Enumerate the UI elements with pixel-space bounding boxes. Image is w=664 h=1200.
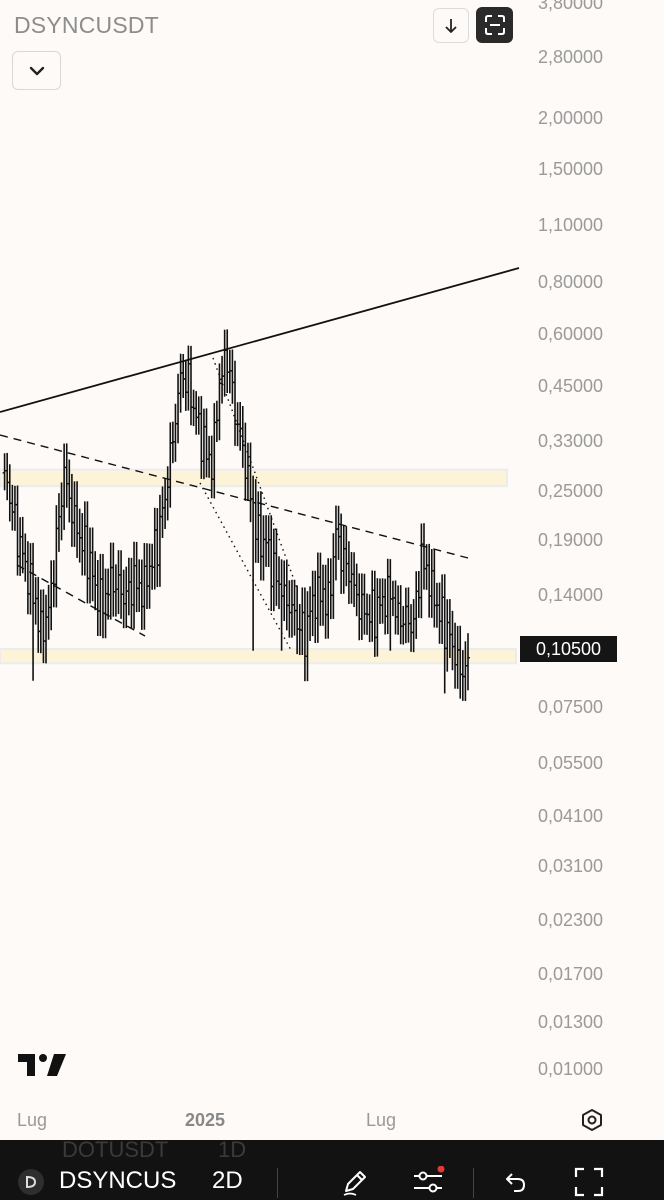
indicator-sliders-icon[interactable] <box>410 1164 446 1200</box>
price-tick-label: 0,80000 <box>538 272 604 292</box>
interval-button[interactable]: 2D <box>212 1167 243 1194</box>
screenshot-button[interactable] <box>476 7 513 43</box>
price-tick-label: 0,01000 <box>538 1059 604 1079</box>
price-tick-label: 0,01700 <box>538 964 604 984</box>
pen-icon[interactable] <box>337 1164 373 1200</box>
price-tick-label: 0,14000 <box>538 585 604 605</box>
price-tick-label: 3,80000 <box>538 0 604 13</box>
ghost-symbol: DOTUSDT <box>62 1140 169 1162</box>
settings-icon[interactable] <box>580 1108 604 1132</box>
time-label-lug-1: Lug <box>17 1110 48 1130</box>
time-label-lug-2: Lug <box>366 1110 397 1130</box>
price-tick-label: 0,01300 <box>538 1012 604 1032</box>
arrow-down-icon <box>445 18 457 33</box>
toolbar-divider <box>277 1168 278 1198</box>
price-tick-label: 0,60000 <box>538 324 604 344</box>
price-tick-label: 0,07500 <box>538 697 604 717</box>
support-zone <box>0 648 517 665</box>
price-tick-label: 0,02300 <box>538 910 604 930</box>
chevron-down-icon <box>29 66 44 75</box>
price-tick-label: 2,00000 <box>538 108 604 128</box>
price-tick-label: 0,03100 <box>538 856 604 876</box>
dotted-retracement-line <box>199 482 293 653</box>
price-tick-label: 0,45000 <box>538 376 604 396</box>
tradingview-logo-icon <box>18 1054 66 1076</box>
price-tick-label: 1,50000 <box>538 159 604 179</box>
price-tick-label: 1,10000 <box>538 215 604 235</box>
price-tick-label: 0,04100 <box>538 806 604 826</box>
resistance-trendline <box>0 267 520 413</box>
descending-trendline <box>0 434 469 559</box>
bottom-toolbar: DOTUSDT 1D DSYNCUS 2D <box>0 1140 664 1200</box>
ghost-interval: 1D <box>218 1140 247 1162</box>
price-tick-label: 0,25000 <box>538 481 604 501</box>
chart-area[interactable]: DSYNCUSDT 3,80000 2,80000 2,00000 1,50000 1,… <box>0 0 664 1140</box>
symbol-button[interactable]: DSYNCUS <box>59 1167 177 1194</box>
fullscreen-icon[interactable] <box>571 1164 607 1200</box>
dotted-retracement-line <box>212 357 298 589</box>
undo-icon[interactable] <box>496 1164 532 1200</box>
price-tick-label: 0,19000 <box>538 530 604 550</box>
symbol-logo-icon[interactable] <box>18 1169 44 1195</box>
price-tick-label: 0,33000 <box>538 431 604 451</box>
current-price-tag: 0,10500 <box>520 636 617 662</box>
camera-frame-icon <box>484 15 505 35</box>
collapse-button[interactable] <box>12 51 61 90</box>
toolbar-divider <box>473 1168 474 1198</box>
price-tick-label: 0,05500 <box>538 753 604 773</box>
channel-lower-line <box>16 564 146 637</box>
time-label-year: 2025 <box>185 1110 226 1130</box>
price-tick-label: 2,80000 <box>538 47 604 67</box>
symbol-title[interactable]: DSYNCUSDT <box>14 12 159 38</box>
download-button[interactable] <box>433 8 469 43</box>
price-chart[interactable] <box>0 0 664 1140</box>
